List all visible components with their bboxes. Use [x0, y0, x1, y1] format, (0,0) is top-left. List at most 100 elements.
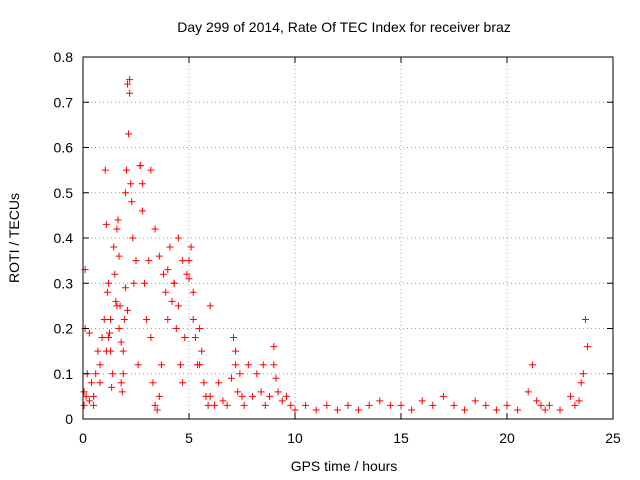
data-point [85, 329, 93, 337]
data-point [261, 401, 269, 409]
data-point [274, 388, 282, 396]
data-point [528, 361, 536, 369]
data-point [155, 252, 163, 260]
data-point [174, 302, 182, 310]
data-point [121, 284, 129, 292]
data-point [283, 392, 291, 400]
data-point [106, 329, 113, 337]
data-point [240, 401, 248, 409]
data-point [90, 392, 98, 400]
data-point [111, 270, 119, 278]
data-point [537, 401, 545, 409]
data-point [110, 243, 118, 251]
data-point [230, 334, 238, 342]
data-point [117, 338, 125, 346]
x-tick-label: 15 [393, 430, 409, 446]
data-point [386, 401, 394, 409]
data-point [584, 343, 592, 351]
data-point [344, 401, 352, 409]
data-point [249, 392, 257, 400]
data-point [196, 325, 204, 332]
data-point [408, 406, 416, 414]
data-point [215, 379, 223, 387]
data-point [134, 361, 142, 369]
y-tick-label: 0 [65, 411, 73, 427]
y-tick-label: 0.4 [54, 230, 74, 246]
data-point [187, 243, 195, 251]
data-point [287, 401, 295, 409]
data-point [278, 397, 286, 405]
data-point [87, 379, 95, 387]
data-point [117, 379, 125, 387]
data-point [571, 401, 579, 409]
x-tick-label: 25 [605, 430, 621, 446]
data-point [272, 374, 280, 382]
data-point [397, 401, 405, 409]
data-point [101, 166, 109, 174]
data-point [183, 270, 191, 278]
data-point [270, 343, 278, 351]
data-point [109, 370, 117, 378]
data-point [198, 347, 206, 355]
data-point [236, 370, 244, 378]
data-point [471, 397, 479, 405]
data-point [533, 397, 541, 405]
data-point [166, 243, 174, 251]
data-point [461, 406, 469, 414]
data-point [302, 401, 310, 409]
data-point [80, 388, 88, 396]
data-point [147, 334, 155, 342]
data-point [104, 279, 112, 287]
data-point [128, 198, 136, 206]
data-point [185, 275, 193, 283]
data-point [138, 207, 146, 215]
x-axis-label: GPS time / hours [291, 458, 398, 474]
data-point [119, 370, 127, 378]
data-point [108, 383, 116, 391]
data-point [177, 361, 185, 369]
data-point [122, 166, 130, 174]
data-point [291, 406, 299, 414]
data-point [107, 315, 115, 323]
data-point [112, 297, 120, 305]
data-point [126, 76, 134, 84]
data-point [514, 406, 522, 414]
data-point [151, 225, 159, 233]
data-point [80, 401, 88, 409]
data-point [181, 334, 189, 342]
data-point [492, 406, 500, 414]
data-point [355, 406, 363, 414]
data-point [115, 252, 123, 260]
data-point [103, 288, 111, 296]
data-point [102, 347, 110, 355]
data-point [545, 401, 553, 409]
data-point [323, 401, 331, 409]
data-point [96, 379, 104, 387]
data-point [149, 379, 157, 387]
data-point [129, 234, 137, 242]
data-point [418, 397, 426, 405]
data-point [104, 334, 112, 342]
data-point [120, 315, 128, 323]
data-point [164, 266, 172, 274]
data-point [172, 325, 180, 332]
data-point [266, 392, 274, 400]
data-point [189, 288, 197, 296]
data-point [94, 347, 102, 355]
axis-ticks [82, 56, 614, 420]
data-point [232, 347, 240, 355]
data-point [143, 315, 151, 323]
data-point [333, 406, 341, 414]
data-point [257, 388, 265, 396]
x-tick-label: 0 [79, 430, 87, 446]
data-point [130, 279, 138, 287]
data-point [204, 401, 212, 409]
data-point [179, 257, 187, 265]
data-point [151, 401, 159, 409]
tick-labels: 0 5 10 15 20 25 0 0.1 0.2 0.3 0.4 0.5 0.6 0.7 0.8 [54, 49, 621, 446]
data-point [157, 361, 165, 369]
data-point [125, 130, 133, 138]
y-tick-label: 0.6 [54, 140, 74, 156]
data-point [191, 334, 199, 342]
